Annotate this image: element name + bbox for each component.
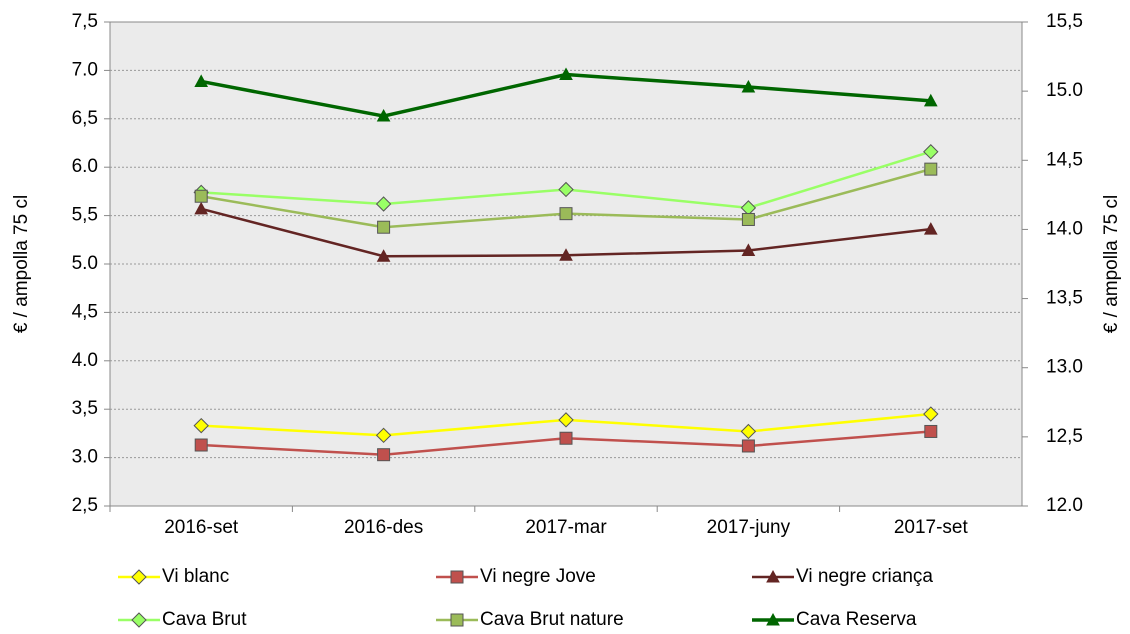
- marker: [924, 162, 938, 176]
- y-tick-label: 5,5: [72, 205, 98, 226]
- y2-tick-label: 15,5: [1046, 11, 1083, 32]
- y-tick-label: 4.0: [72, 350, 98, 371]
- marker: [741, 439, 755, 453]
- marker: [741, 212, 755, 226]
- x-tick-label: 2016-des: [344, 517, 423, 538]
- marker: [741, 243, 756, 256]
- legend-label: Vi blanc: [162, 566, 229, 587]
- legend-label: Vi negre Jove: [480, 566, 596, 587]
- marker: [923, 222, 938, 235]
- marker: [558, 412, 574, 428]
- y2-tick-label: 12,5: [1046, 426, 1083, 447]
- y-tick-label: 7.0: [72, 59, 98, 80]
- y-tick-label: 6,5: [72, 108, 98, 129]
- y2-tick-label: 13.0: [1046, 357, 1083, 378]
- x-tick-label: 2017-mar: [525, 517, 607, 538]
- marker: [376, 108, 391, 122]
- y-tick-label: 3,5: [72, 398, 98, 419]
- marker: [194, 74, 209, 87]
- y-tick-label: 5.0: [72, 253, 98, 274]
- x-tick-label: 2017-set: [894, 517, 969, 538]
- y-tick-label: 6.0: [72, 156, 98, 177]
- marker: [741, 79, 756, 93]
- legend-marker: [131, 569, 147, 585]
- x-tick-label: 2017-juny: [707, 517, 791, 538]
- marker: [375, 427, 392, 444]
- marker: [559, 207, 573, 221]
- legend-label: Cava Reserva: [796, 609, 917, 630]
- marker: [194, 201, 209, 215]
- legend-marker: [131, 612, 147, 628]
- legend-label: Cava Brut nature: [480, 609, 624, 630]
- legend-marker: [450, 570, 464, 584]
- marker: [558, 181, 574, 198]
- marker: [923, 93, 938, 107]
- marker: [923, 144, 939, 160]
- marker: [740, 423, 757, 440]
- marker: [923, 406, 939, 422]
- y2-tick-label: 14,5: [1046, 149, 1083, 170]
- marker: [924, 424, 938, 438]
- y2-tick-label: 14.0: [1046, 218, 1083, 239]
- marker: [559, 248, 573, 261]
- y-tick-label: 2,5: [72, 495, 98, 516]
- marker: [377, 448, 391, 462]
- legend-marker: [450, 613, 464, 627]
- marker: [559, 67, 573, 81]
- marker: [194, 438, 208, 452]
- marker: [375, 196, 392, 212]
- marker: [376, 249, 391, 262]
- y-tick-label: 7,5: [72, 11, 98, 32]
- y-axis-label: € / ampolla 75 cl: [11, 195, 32, 333]
- legend-label: Vi negre criança: [796, 566, 933, 587]
- y2-tick-label: 13,5: [1046, 288, 1083, 309]
- marker: [193, 417, 209, 434]
- marker: [559, 431, 573, 445]
- legend-marker: [766, 569, 780, 583]
- y2-tick-label: 15.0: [1046, 80, 1083, 101]
- y2-tick-label: 12.0: [1046, 495, 1083, 516]
- marker: [194, 189, 208, 203]
- legend-label: Cava Brut: [162, 609, 247, 630]
- legend-marker: [766, 612, 780, 626]
- marker: [377, 220, 391, 234]
- y-tick-label: 3.0: [72, 447, 98, 468]
- x-tick-label: 2016-set: [164, 517, 239, 538]
- y-tick-label: 4,5: [72, 301, 98, 322]
- y2-axis-label: € / ampolla 75 cl: [1101, 195, 1122, 333]
